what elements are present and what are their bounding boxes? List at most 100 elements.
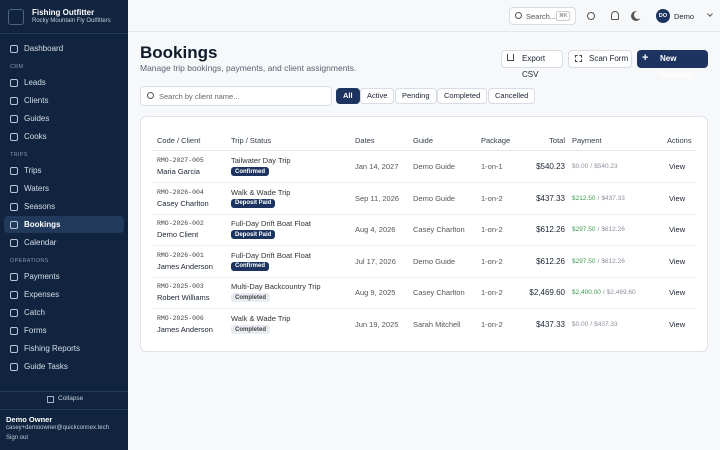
date: Jan 14, 2027 [355, 162, 399, 171]
row-rule [152, 276, 696, 278]
nav-item[interactable]: Guide Tasks [4, 358, 124, 375]
nav-item[interactable]: Payments [4, 268, 124, 285]
total: $540.23 [536, 162, 565, 171]
avatar[interactable]: DO [656, 9, 670, 23]
status-badge: Completed [231, 293, 271, 303]
nav-section: TRIPS [10, 152, 28, 158]
status-badge: Completed [231, 325, 271, 334]
brand-subtitle: Rocky Mountain Fly Outfitters [32, 18, 111, 24]
nav-icon [10, 78, 18, 87]
user-name: Demo Owner [6, 415, 53, 424]
bell-icon[interactable] [611, 11, 619, 20]
theme-icon[interactable] [634, 11, 642, 19]
trip-name: Full-Day Drift Boat Float [231, 250, 312, 260]
view-link[interactable]: View [669, 288, 686, 298]
nav-item[interactable]: Seasons [4, 198, 124, 215]
new-booking-button[interactable]: New Booking [637, 50, 708, 79]
filter-pill[interactable]: All [336, 88, 360, 104]
due: $2,469.60 [606, 289, 636, 297]
page-title: Bookings [140, 43, 218, 62]
booking-code: RMO-2027-005 [157, 157, 204, 164]
package: 1-on-2 [481, 193, 503, 203]
guide: Casey Charlton [413, 288, 465, 298]
nav-item[interactable]: Guides [4, 110, 124, 127]
status-badge: Confirmed [231, 261, 269, 271]
sidebar-footer [0, 391, 128, 450]
nav-item[interactable]: Catch [4, 304, 124, 321]
nav-label: Leads [24, 78, 46, 87]
column-header: Payment [572, 136, 602, 145]
nav-item[interactable]: Forms [4, 322, 124, 339]
nav-item[interactable]: Trips [4, 162, 124, 179]
divider [0, 33, 128, 34]
column-header: Total [549, 136, 565, 145]
nav-label: Clients [24, 96, 49, 105]
help-icon[interactable] [587, 12, 595, 20]
user-menu[interactable]: Demo [674, 12, 695, 21]
logo [8, 9, 24, 25]
view-link[interactable]: View [669, 193, 686, 203]
nav-item[interactable]: Dashboard [4, 40, 124, 57]
guide: Casey Charlton [413, 225, 465, 235]
nav-label: Catch [24, 308, 45, 317]
page-subtitle: Manage trip bookings, payments, and clie… [140, 63, 357, 73]
date: Sep 11, 2026 [355, 193, 400, 203]
separator: / [597, 226, 600, 234]
row-rule [152, 182, 696, 183]
paid: $0.00 [572, 321, 589, 328]
nav-item[interactable]: Leads [4, 74, 124, 91]
view-link[interactable]: View [669, 256, 686, 266]
sign-out[interactable]: Sign out [6, 435, 29, 441]
filter-pill[interactable]: Completed [437, 88, 488, 104]
total: $612.26 [536, 256, 565, 266]
client-search[interactable] [140, 86, 332, 106]
due: $540.23 [594, 163, 618, 170]
trip-name: Tailwater Day Trip [231, 156, 291, 165]
due: $437.33 [601, 194, 625, 202]
client-name: Casey Charlton [157, 198, 209, 208]
nav-item[interactable]: Cooks [4, 128, 124, 145]
booking-code: RMO-2025-003 [157, 283, 204, 291]
nav-section: OPERATIONS [10, 258, 49, 264]
filter-pill[interactable]: Active [360, 88, 395, 104]
nav-label: Dashboard [24, 44, 64, 53]
view-link[interactable]: View [669, 320, 686, 329]
nav-item[interactable]: Fishing Reports [4, 340, 124, 357]
scan-icon [575, 55, 582, 62]
header-rule [152, 150, 696, 151]
client-name: James Anderson [157, 261, 213, 271]
total: $612.26 [536, 225, 565, 235]
nav-label: Guides [24, 114, 50, 123]
date: Aug 4, 2026 [355, 225, 396, 235]
trip-name: Full-Day Drift Boat Float [231, 219, 312, 229]
export-button[interactable]: Export CSV [501, 50, 563, 79]
filter-pill[interactable]: Pending [395, 88, 437, 104]
nav-label: Cooks [24, 132, 47, 141]
nav-item[interactable]: Clients [4, 92, 124, 109]
nav-item[interactable]: Calendar [4, 234, 124, 251]
nav-icon [10, 166, 18, 175]
separator: / [590, 163, 593, 170]
view-link[interactable]: View [669, 162, 686, 171]
sidebar: Fishing Outfitter Rocky Mountain Fly Out… [0, 0, 128, 450]
separator: / [590, 321, 593, 328]
brand-title: Fishing Outfitter [32, 8, 95, 17]
divider [0, 409, 128, 410]
payment: $2,400.00/$2,469.60 [572, 289, 636, 296]
collapse[interactable]: Collapse [58, 395, 84, 402]
nav-item[interactable]: Expenses [4, 286, 124, 303]
nav-label: Forms [24, 326, 47, 335]
due: $612.26 [601, 257, 625, 265]
nav-item[interactable]: Bookings [4, 216, 124, 233]
scan-button[interactable]: Scan Form [568, 50, 632, 68]
nav-label: Waters [24, 184, 50, 193]
total: $437.33 [536, 320, 565, 329]
booking-code: RMO-2025-006 [157, 315, 204, 322]
filter-pill[interactable]: Cancelled [488, 88, 536, 104]
nav-icon [10, 238, 18, 247]
paid: $0.00 [572, 163, 589, 170]
view-link[interactable]: View [669, 225, 686, 235]
nav-item[interactable]: Waters [4, 180, 124, 197]
package: 1-on-2 [481, 320, 503, 329]
package: 1-on-2 [481, 288, 503, 298]
